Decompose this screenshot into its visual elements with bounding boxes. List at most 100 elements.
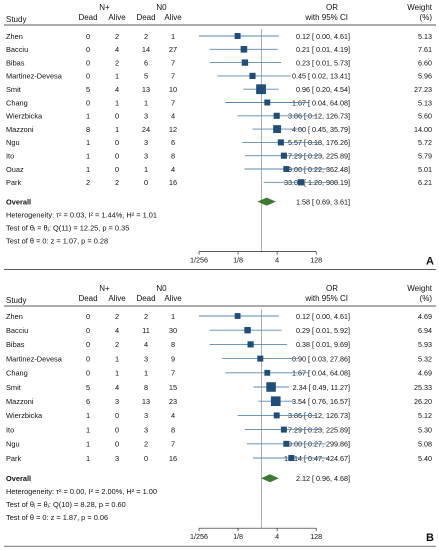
weight-value: 6.60 — [418, 58, 432, 67]
header-effect: OR — [326, 3, 338, 12]
panel-label: B — [426, 532, 434, 544]
count-n0-alive: 30 — [169, 326, 177, 335]
effect-marker — [273, 125, 282, 134]
header-alive: Alive — [108, 294, 126, 303]
count-n0-dead: 3 — [144, 138, 148, 147]
or-ci-value: 0.38 [ 0.01, 9.69] — [296, 340, 350, 349]
header-alive: Alive — [164, 294, 182, 303]
study-name: Zhen — [6, 32, 23, 41]
count-n-plus-alive: 2 — [115, 178, 119, 187]
count-n-plus-alive: 0 — [115, 425, 119, 434]
test-zero-text: Test of θ = 0: z = 1.87, p = 0.06 — [6, 513, 108, 522]
count-n0-dead: 13 — [142, 85, 150, 94]
count-n0-dead: 1 — [144, 165, 148, 174]
count-n-plus-alive: 0 — [115, 152, 119, 161]
count-n0-alive: 4 — [171, 165, 175, 174]
or-ci-value: 0.29 [ 0.01, 5.92] — [296, 326, 350, 335]
x-axis-tick-label: 4 — [275, 532, 279, 541]
study-name: Smit — [6, 85, 21, 94]
effect-marker — [288, 454, 295, 462]
count-n0-dead: 14 — [142, 45, 150, 54]
weight-value: 4.69 — [418, 312, 432, 321]
count-n-plus-dead: 1 — [86, 112, 90, 121]
weight-value: 5.60 — [418, 112, 432, 121]
header-group-n-plus: N+ — [99, 3, 110, 12]
count-n-plus-dead: 0 — [86, 312, 90, 321]
effect-marker — [241, 59, 249, 66]
study-name: Bacciu — [6, 45, 28, 54]
study-name: Mazzoni — [6, 125, 34, 134]
header-study: Study — [6, 15, 26, 24]
weight-value: 14.00 — [414, 125, 432, 134]
x-axis-tick-label: 1/256 — [190, 532, 208, 541]
or-ci-value: 0.90 [ 0.03, 27.86] — [292, 354, 350, 363]
count-n0-alive: 7 — [171, 369, 175, 378]
header-ci: with 95% CI — [304, 13, 348, 22]
weight-value: 27.23 — [414, 85, 432, 94]
count-n0-alive: 10 — [169, 85, 177, 94]
or-ci-value: 0.96 [ 0.20, 4.54] — [296, 85, 350, 94]
or-ci-value: 0.21 [ 0.01, 4.19] — [296, 45, 350, 54]
or-ci-value: 0.45 [ 0.02, 13.41] — [292, 72, 350, 81]
x-axis-tick-label: 128 — [310, 256, 322, 265]
effect-marker — [280, 152, 287, 159]
count-n0-dead: 13 — [142, 397, 150, 406]
count-n0-alive: 23 — [169, 397, 177, 406]
count-n0-alive: 16 — [169, 454, 177, 463]
weight-value: 5.40 — [418, 454, 432, 463]
count-n0-dead: 2 — [144, 32, 148, 41]
effect-marker — [273, 412, 280, 419]
study-name: Ito — [6, 152, 14, 161]
count-n0-alive: 7 — [171, 72, 175, 81]
header-effect: OR — [326, 284, 338, 293]
heterogeneity-text: Heterogeneity: τ² = 0.03, I² = 1.44%, H²… — [6, 211, 157, 220]
study-name: Chang — [6, 98, 28, 107]
effect-marker — [256, 84, 266, 95]
count-n0-alive: 9 — [171, 354, 175, 363]
count-n-plus-dead: 5 — [86, 383, 90, 392]
effect-marker — [249, 72, 256, 79]
count-n0-alive: 27 — [169, 45, 177, 54]
study-name: Bibas — [6, 58, 25, 67]
count-n0-dead: 3 — [144, 411, 148, 420]
study-name: Ouaz — [6, 165, 24, 174]
study-name: Martinez-Devesa — [6, 72, 63, 81]
overall-or-ci-value: 1.58 [ 0.69, 3.61] — [296, 198, 350, 207]
count-n0-alive: 1 — [171, 312, 175, 321]
or-ci-value: 3.86 [ 0.12, 126.73] — [288, 411, 350, 420]
count-n-plus-dead: 1 — [86, 138, 90, 147]
count-n0-dead: 0 — [144, 178, 148, 187]
study-name: Smit — [6, 383, 21, 392]
or-ci-value: 0.12 [ 0.00, 4.61] — [296, 312, 350, 321]
effect-marker — [270, 396, 281, 407]
count-n0-alive: 7 — [171, 58, 175, 67]
study-name: Chang — [6, 369, 28, 378]
weight-value: 5.72 — [418, 138, 432, 147]
effect-marker — [264, 369, 271, 376]
count-n-plus-dead: 1 — [86, 440, 90, 449]
header-group-n-plus: N+ — [99, 284, 110, 293]
weight-value: 5.13 — [418, 98, 432, 107]
header-group-n0: N0 — [156, 3, 167, 12]
count-n-plus-alive: 2 — [115, 32, 119, 41]
or-ci-value: 1.67 [ 0.04, 64.08] — [292, 98, 350, 107]
count-n-plus-alive: 0 — [115, 165, 119, 174]
x-axis-tick-label: 1/256 — [190, 256, 208, 265]
count-n0-dead: 8 — [144, 383, 148, 392]
overall-diamond — [257, 197, 276, 206]
test-equal-text: Test of θᵢ = θⱼ: Q(11) = 12.25, p = 0.35 — [6, 224, 129, 233]
header-group-n0: N0 — [156, 284, 167, 293]
count-n-plus-dead: 1 — [86, 411, 90, 420]
count-n-plus-dead: 2 — [86, 178, 90, 187]
study-name: Wierzbicka — [6, 112, 43, 121]
header-dead: Dead — [136, 13, 155, 22]
header-weight-unit: (%) — [420, 13, 433, 22]
weight-value: 5.12 — [418, 411, 432, 420]
count-n-plus-alive: 2 — [115, 312, 119, 321]
effect-marker — [283, 440, 290, 447]
effect-marker — [234, 313, 241, 319]
or-ci-value: 3.54 [ 0.76, 16.57] — [292, 397, 350, 406]
overall-or-ci-value: 2.12 [ 0.96, 4.68] — [296, 474, 350, 483]
effect-marker — [244, 326, 251, 334]
